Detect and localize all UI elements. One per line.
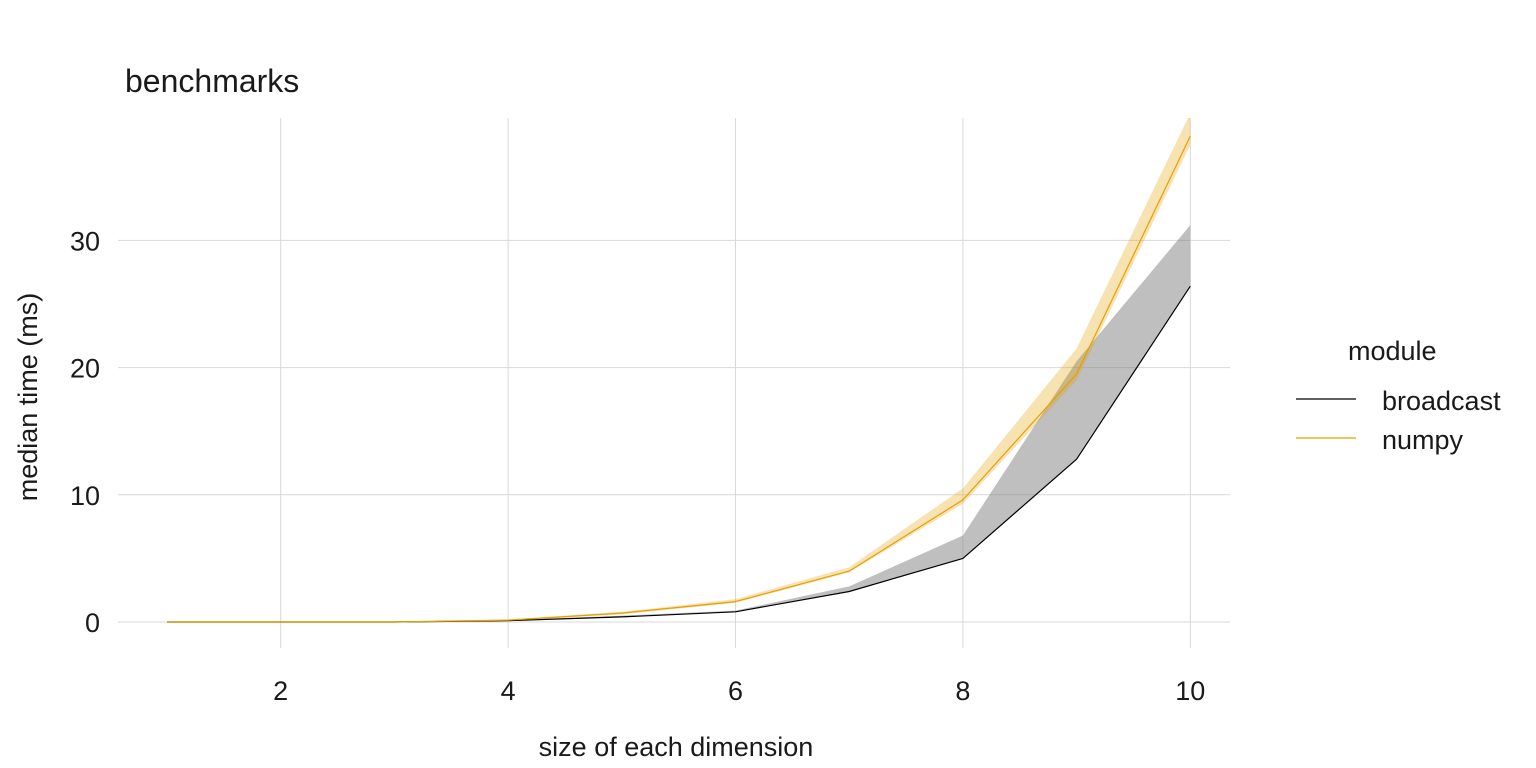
x-axis-title: size of each dimension (539, 732, 814, 762)
x-tick-label: 2 (273, 676, 288, 706)
x-tick-label: 8 (955, 676, 970, 706)
band-broadcast (167, 225, 1191, 622)
legend-label-broadcast: broadcast (1382, 386, 1501, 416)
chart-title: benchmarks (125, 63, 299, 99)
line-numpy (167, 135, 1191, 623)
x-tick-label: 4 (501, 676, 516, 706)
x-tick-label: 10 (1175, 676, 1205, 706)
y-tick-label: 10 (70, 481, 100, 511)
legend-title: module (1348, 336, 1437, 366)
y-tick-label: 0 (85, 608, 100, 638)
series-lines (167, 135, 1191, 623)
x-axis-ticks: 2 4 6 8 10 (273, 676, 1205, 706)
y-tick-label: 30 (70, 226, 100, 256)
y-axis-ticks: 0 10 20 30 (70, 226, 100, 638)
legend-label-numpy: numpy (1382, 425, 1464, 455)
x-tick-label: 6 (728, 676, 743, 706)
y-axis-title: median time (ms) (13, 293, 43, 502)
legend: module broadcast numpy (1296, 336, 1501, 455)
y-tick-label: 20 (70, 354, 100, 384)
